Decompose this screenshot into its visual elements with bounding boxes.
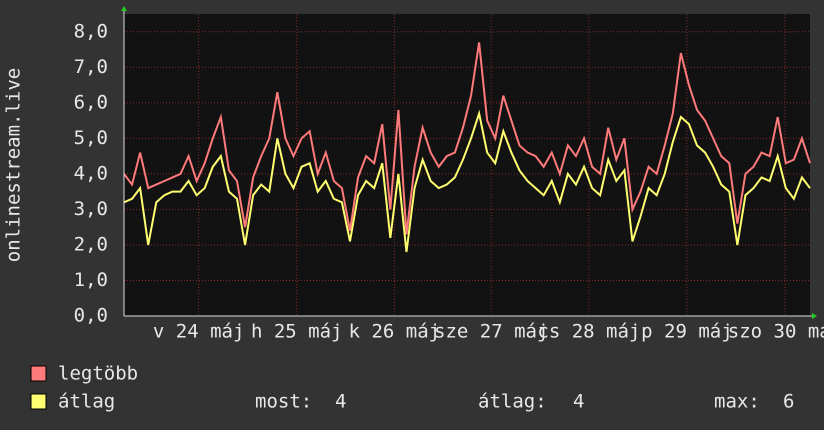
series-line bbox=[123, 42, 811, 235]
series-line bbox=[123, 109, 811, 253]
stat-label: most: bbox=[255, 391, 312, 413]
x-tick-label: cs 28 máj bbox=[537, 321, 640, 343]
y-tick-label: 0,0 bbox=[74, 305, 108, 327]
x-tick-label: h 25 máj bbox=[251, 321, 343, 343]
y-tick-label: 1,0 bbox=[74, 269, 108, 291]
y-tick-label: 7,0 bbox=[74, 56, 108, 78]
axis-arrow bbox=[812, 313, 817, 319]
y-tick-label: 8,0 bbox=[74, 20, 108, 42]
legend-swatch bbox=[30, 393, 47, 410]
y-axis-label: onlinestream.live bbox=[3, 68, 25, 262]
plot-area bbox=[124, 14, 810, 316]
stat-label: átlag: bbox=[478, 391, 547, 413]
y-tick-label: 5,0 bbox=[74, 127, 108, 149]
axis-arrow bbox=[121, 6, 127, 11]
stat-value: 6 bbox=[783, 391, 794, 413]
stat-label: max: bbox=[714, 391, 760, 413]
legend-label: legtöbb bbox=[58, 363, 138, 385]
y-tick-label: 4,0 bbox=[74, 162, 108, 184]
stat-value: 4 bbox=[335, 391, 346, 413]
legend-label: átlag bbox=[58, 391, 115, 413]
x-tick-label: p 29 máj bbox=[641, 321, 733, 343]
x-tick-label: szo 30 máj bbox=[728, 321, 824, 343]
y-tick-label: 3,0 bbox=[74, 198, 108, 220]
y-tick-label: 2,0 bbox=[74, 233, 108, 255]
legend-swatch bbox=[30, 365, 47, 382]
x-tick-label: k 26 máj bbox=[349, 321, 441, 343]
x-tick-label: v 24 máj bbox=[153, 321, 245, 343]
stat-value: 4 bbox=[573, 391, 584, 413]
x-tick-label: sze 27 máj bbox=[434, 321, 548, 343]
y-tick-label: 6,0 bbox=[74, 91, 108, 113]
